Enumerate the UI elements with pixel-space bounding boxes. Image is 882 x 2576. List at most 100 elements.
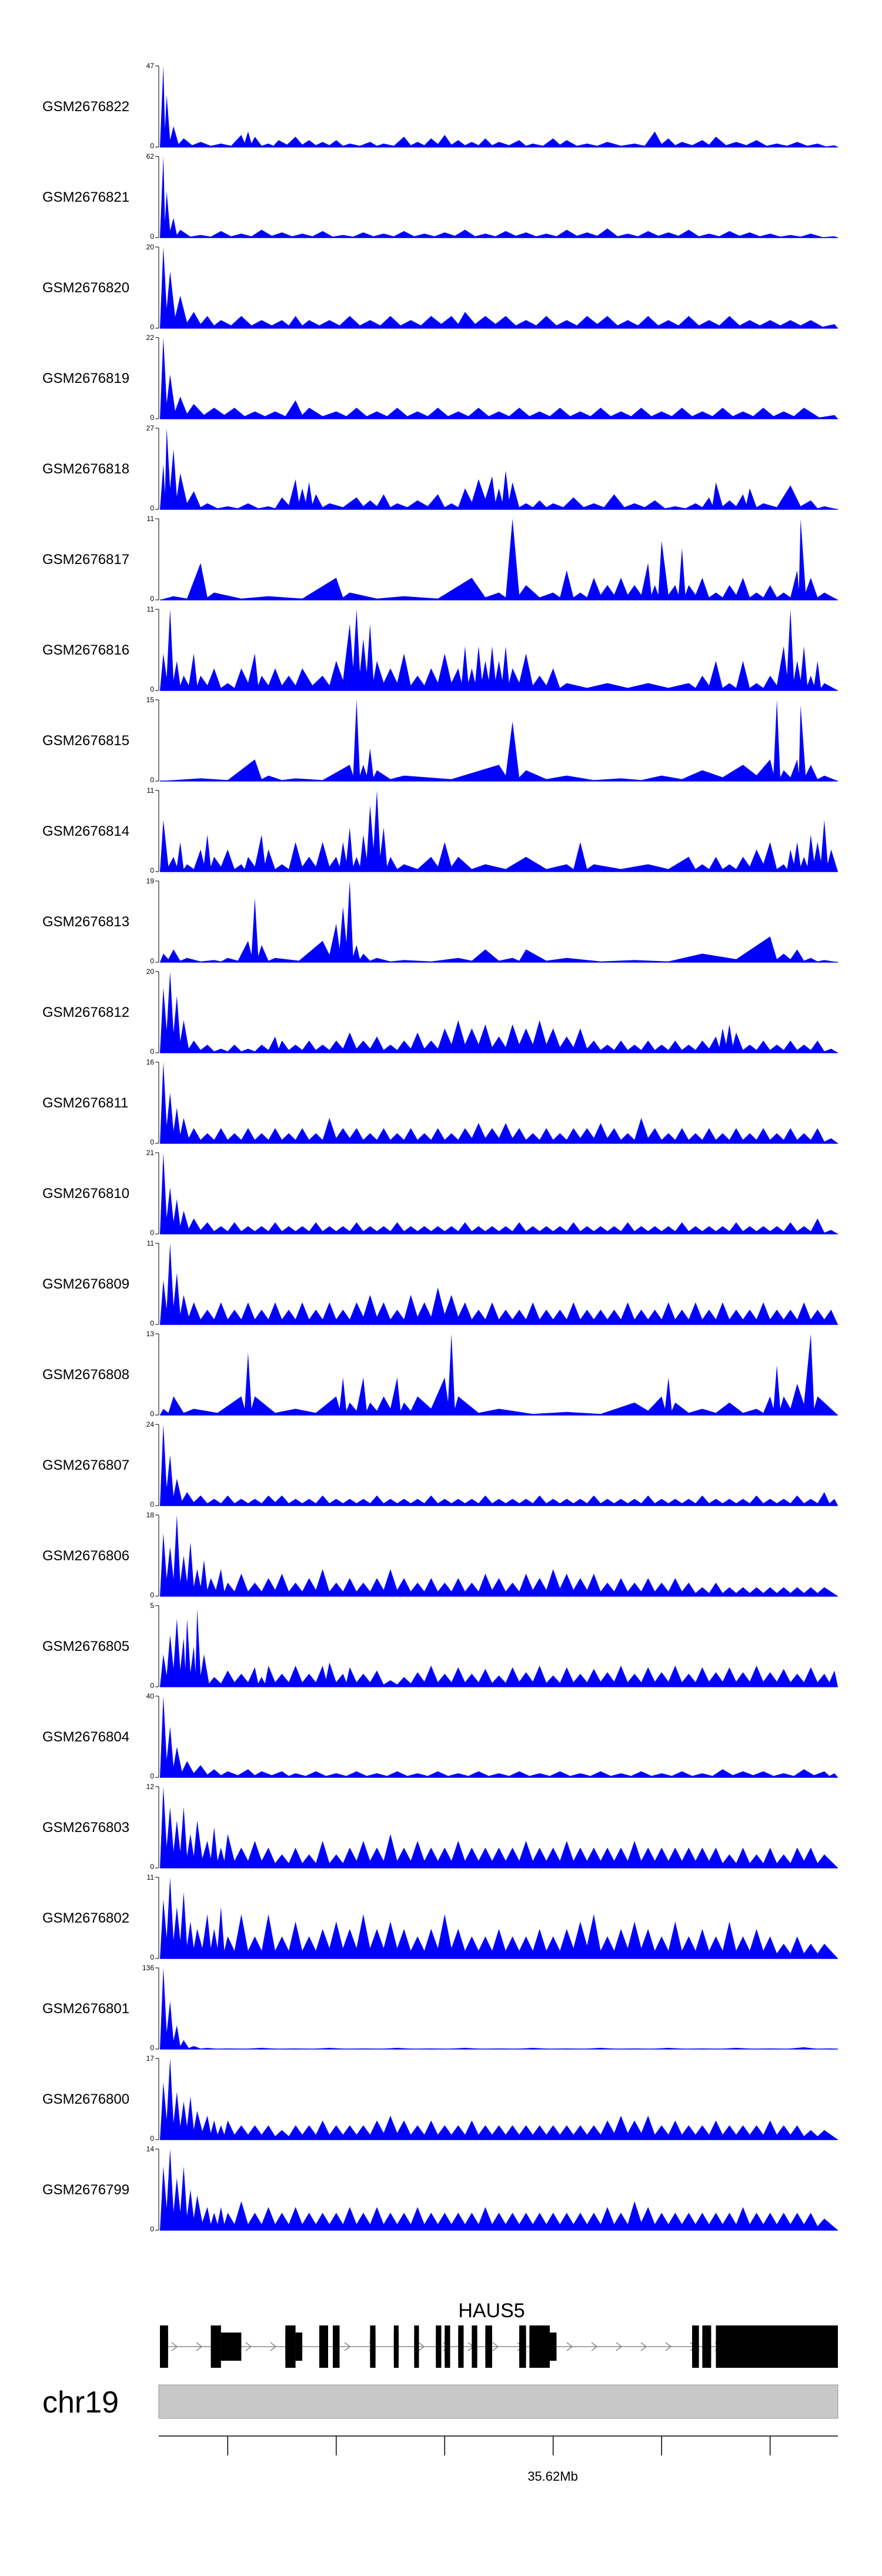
- y-min-label: 0: [150, 2044, 154, 2052]
- y-max-label: 62: [146, 152, 155, 161]
- gene-body: [160, 2325, 838, 2368]
- gene-exon-coding: [716, 2325, 723, 2368]
- coverage-track: GSM2676822 47 0: [42, 62, 838, 150]
- track-name-label: GSM2676804: [42, 1729, 129, 1745]
- coverage-area: [160, 2149, 838, 2230]
- gene-model-track: HAUS5: [160, 2300, 838, 2368]
- coverage-area: [160, 1609, 838, 1687]
- gene-name-label: HAUS5: [458, 2300, 524, 2322]
- intron-arrow: [492, 2342, 499, 2351]
- y-max-label: 17: [146, 2054, 155, 2063]
- track-name-label: GSM2676807: [42, 1457, 129, 1473]
- y-min-label: 0: [150, 504, 154, 512]
- track-name-label: GSM2676806: [42, 1548, 129, 1564]
- coverage-track: GSM2676812 20 0: [42, 967, 838, 1056]
- coverage-track: GSM2676806 18 0: [42, 1511, 838, 1599]
- coverage-track: GSM2676810 21 0: [42, 1149, 838, 1237]
- y-min-label: 0: [150, 2134, 154, 2143]
- coverage-area: [160, 972, 838, 1053]
- y-min-label: 0: [150, 595, 154, 603]
- y-max-label: 136: [142, 1964, 154, 1972]
- gene-exon-coding: [723, 2325, 838, 2368]
- y-max-label: 47: [146, 62, 155, 70]
- y-min-label: 0: [150, 142, 154, 150]
- coverage-track: GSM2676800 17 0: [42, 2054, 838, 2143]
- intron-arrow: [196, 2342, 203, 2351]
- coverage-area: [160, 1062, 838, 1143]
- coverage-track: GSM2676818 27 0: [42, 424, 838, 512]
- coverage-area: [160, 1968, 838, 2049]
- y-max-label: 40: [146, 1692, 155, 1700]
- gene-exon-coding: [393, 2325, 399, 2368]
- gene-exon-coding: [414, 2325, 419, 2368]
- gene-exon-coding: [472, 2325, 477, 2368]
- intron-arrow: [418, 2342, 425, 2351]
- coverage-track: GSM2676811 16 0: [42, 1058, 838, 1146]
- coverage-track: GSM2676817 11 0: [42, 515, 838, 603]
- track-name-label: GSM2676802: [42, 1910, 129, 1926]
- track-name-label: GSM2676819: [42, 371, 129, 386]
- track-name-label: GSM2676810: [42, 1186, 129, 1202]
- y-min-label: 0: [150, 1591, 154, 1599]
- y-max-label: 22: [146, 333, 155, 342]
- coverage-tracks: GSM2676822470GSM2676821620GSM2676820200G…: [42, 62, 838, 2233]
- gene-exon-coding: [692, 2325, 699, 2368]
- y-max-label: 11: [147, 605, 155, 613]
- y-min-label: 0: [150, 1047, 154, 1056]
- y-min-label: 0: [150, 957, 154, 965]
- gene-exon-coding: [285, 2325, 296, 2368]
- track-name-label: GSM2676811: [42, 1095, 128, 1111]
- coverage-track: GSM2676804 40 0: [42, 1692, 838, 1780]
- coverage-area: [160, 700, 838, 781]
- coverage-area: [160, 2058, 838, 2140]
- intron-arrow: [344, 2342, 351, 2351]
- y-max-label: 27: [146, 424, 155, 432]
- coverage-area: [160, 1787, 838, 1868]
- coverage-track: GSM2676821 62 0: [42, 152, 838, 241]
- coverage-track: GSM2676803 12 0: [42, 1783, 838, 1871]
- y-max-label: 13: [146, 1330, 155, 1338]
- intron-arrow: [591, 2342, 598, 2351]
- intron-arrow: [616, 2342, 623, 2351]
- y-max-label: 14: [146, 2145, 155, 2153]
- gene-exon-coding: [319, 2325, 328, 2368]
- gene-exon: [220, 2333, 242, 2361]
- coverage-area: [160, 338, 838, 419]
- y-max-label: 21: [146, 1149, 155, 1157]
- gene-exon-coding: [211, 2325, 221, 2368]
- y-max-label: 20: [146, 967, 155, 976]
- y-min-label: 0: [150, 866, 154, 875]
- track-name-label: GSM2676816: [42, 642, 129, 658]
- y-max-label: 11: [147, 786, 155, 795]
- coverage-track: GSM2676813 19 0: [42, 877, 838, 965]
- track-name-label: GSM2676815: [42, 733, 129, 749]
- y-min-label: 0: [150, 1138, 154, 1146]
- coverage-area: [160, 519, 838, 600]
- coverage-track: GSM2676815 15 0: [42, 696, 838, 784]
- genome-axis: 35.62Mb: [159, 2435, 838, 2484]
- gene-exon-coding: [529, 2325, 550, 2368]
- coverage-track: GSM2676802 11 0: [42, 1873, 838, 1961]
- coverage-area: [160, 1424, 838, 1506]
- coverage-area: [160, 609, 838, 690]
- gene-exon-coding: [702, 2325, 711, 2368]
- coverage-track: GSM2676816 11 0: [42, 605, 838, 693]
- coverage-track: GSM2676808 13 0: [42, 1330, 838, 1418]
- y-min-label: 0: [150, 1863, 154, 1871]
- y-max-label: 11: [147, 515, 155, 523]
- y-max-label: 16: [146, 1058, 155, 1066]
- y-min-label: 0: [150, 685, 154, 693]
- track-name-label: GSM2676803: [42, 1820, 129, 1836]
- track-name-label: GSM2676818: [42, 461, 129, 477]
- coverage-area: [160, 66, 838, 147]
- y-max-label: 12: [146, 1783, 155, 1791]
- chromosome-label: chr19: [42, 2385, 119, 2420]
- track-name-label: GSM2676817: [42, 552, 129, 568]
- track-name-label: GSM2676820: [42, 280, 129, 296]
- coverage-area: [160, 428, 838, 509]
- y-min-label: 0: [150, 1953, 154, 1961]
- y-min-label: 0: [150, 1772, 154, 1780]
- coverage-area: [160, 1243, 838, 1324]
- track-name-label: GSM2676812: [42, 1005, 129, 1020]
